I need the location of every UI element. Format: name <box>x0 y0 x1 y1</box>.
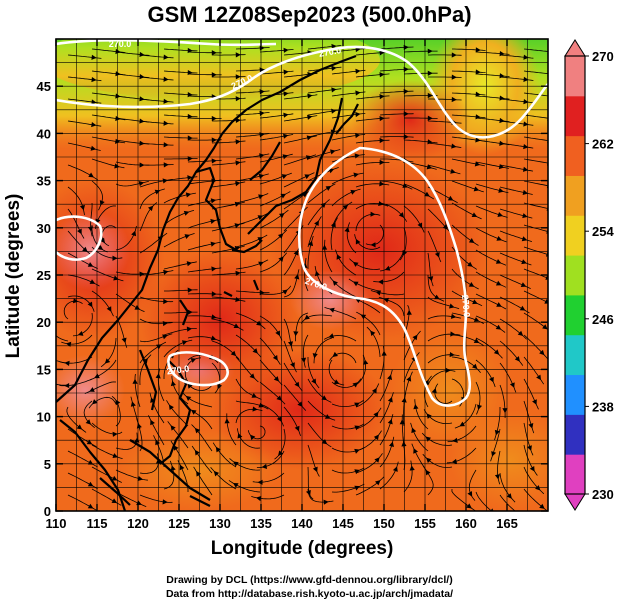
x-tick-label: 130 <box>209 516 231 531</box>
colorbar-segment <box>565 454 585 495</box>
colorbar-label: 254 <box>592 224 614 239</box>
x-tick-label: 120 <box>127 516 149 531</box>
x-tick-label: 115 <box>87 516 108 531</box>
x-tick-label: 125 <box>168 516 190 531</box>
y-tick-label: 5 <box>44 457 51 472</box>
colorbar-segment <box>565 294 585 336</box>
contour-270 <box>56 39 548 407</box>
x-tick-label: 160 <box>455 516 477 531</box>
colorbar-max-arrow <box>564 39 586 57</box>
y-tick-label: 10 <box>37 410 51 425</box>
y-axis-label: Latitude (degrees) <box>3 193 24 359</box>
colorbar-segment <box>565 334 585 376</box>
chart-title: GSM 12Z08Sep2023 (500.0hPa) <box>147 2 472 27</box>
colorbar-segment <box>565 135 585 176</box>
y-axis-ticks: 0 5 10 15 20 25 30 35 40 45 <box>37 79 548 519</box>
lat-lon-grid <box>56 39 548 511</box>
colorbar-segment <box>565 215 585 256</box>
credit-data: Data from http://database.rish.kyoto-u.a… <box>165 588 454 600</box>
x-axis-ticks: 110 115 120 125 130 135 140 145 150 155 160 165 <box>46 39 518 531</box>
x-tick-label: 145 <box>332 516 354 531</box>
colorbar-segment <box>565 95 585 137</box>
contour-label: 270.0 <box>318 45 342 59</box>
colorbar-segment <box>565 255 585 296</box>
x-tick-label: 110 <box>46 516 67 531</box>
colorbar-label: 270 <box>592 49 614 64</box>
colorbar-label: 262 <box>592 137 614 152</box>
temperature-field <box>56 39 548 511</box>
y-tick-label: 20 <box>37 315 51 330</box>
x-tick-label: 165 <box>496 516 518 531</box>
x-axis-label: Longitude (degrees) <box>210 538 394 559</box>
contour-label: 270.0 <box>109 39 132 49</box>
y-tick-label: 15 <box>37 362 51 377</box>
x-tick-label: 150 <box>373 516 395 531</box>
coastlines <box>56 54 359 511</box>
colorbar-label: 230 <box>592 487 614 502</box>
x-tick-label: 140 <box>291 516 313 531</box>
y-tick-label: 35 <box>37 174 51 189</box>
colorbar-segment <box>565 414 585 455</box>
credit-drawing: Drawing by DCL (https://www.gfd-dennou.o… <box>166 574 453 586</box>
y-tick-label: 30 <box>37 221 51 236</box>
colorbar: 230 238 246 254 262 270 <box>564 39 614 511</box>
y-tick-label: 0 <box>44 504 51 519</box>
y-tick-label: 40 <box>37 126 51 141</box>
colorbar-label: 238 <box>592 399 614 414</box>
colorbar-segment <box>565 374 585 415</box>
x-tick-label: 155 <box>414 516 436 531</box>
x-tick-label: 135 <box>250 516 272 531</box>
colorbar-segment <box>565 56 585 97</box>
contour-label: 270.0 <box>460 294 472 317</box>
colorbar-label: 246 <box>592 312 614 327</box>
y-tick-label: 45 <box>37 79 51 94</box>
colorbar-min-arrow <box>564 493 586 511</box>
contour-label: 270.0 <box>166 363 190 376</box>
y-tick-label: 25 <box>37 268 51 283</box>
colorbar-segment <box>565 175 585 216</box>
